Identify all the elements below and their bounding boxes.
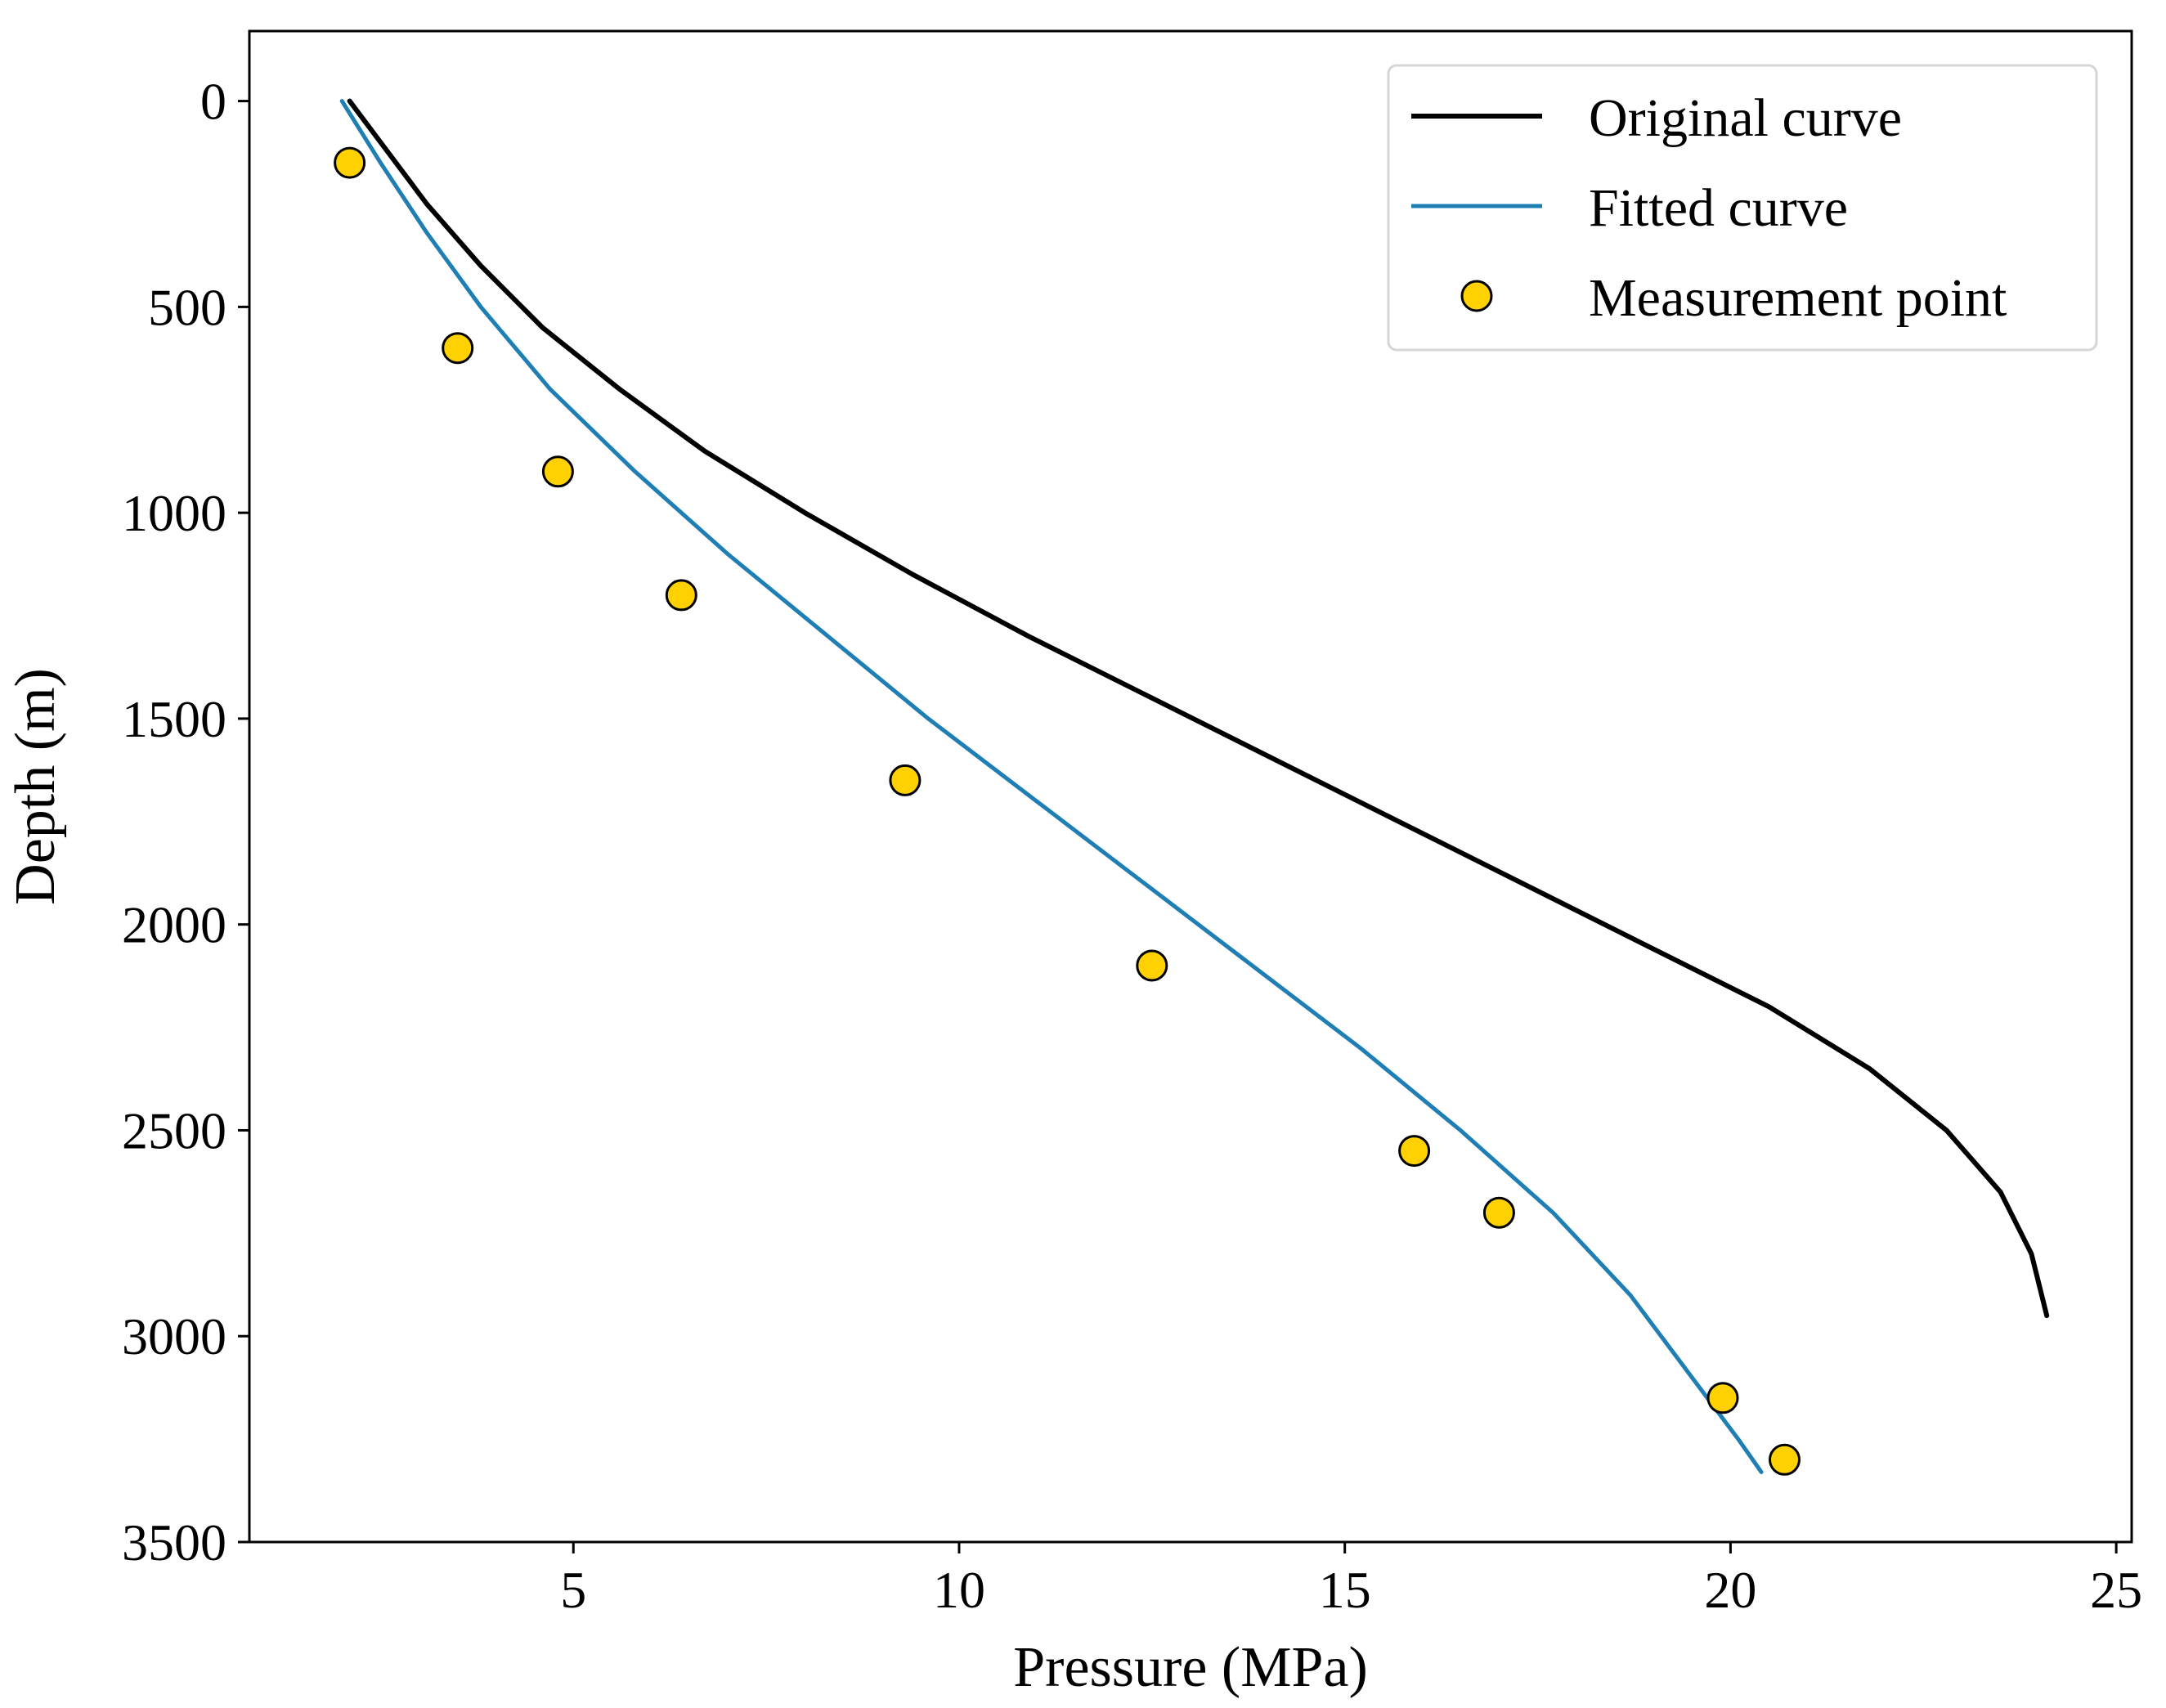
series-line-0 — [347, 98, 2050, 1319]
plot-frame — [248, 29, 2133, 1544]
legend-box — [1387, 64, 2098, 352]
measurement-point — [1136, 949, 1168, 982]
x-axis-label: Pressure (MPa) — [1013, 1636, 1368, 1699]
measurement-point — [665, 579, 697, 612]
y-tick-label: 3500 — [122, 1513, 226, 1571]
legend-label: Fitted curve — [1589, 178, 1848, 238]
series-line-1 — [339, 99, 1764, 1474]
y-tick-label: 2500 — [122, 1101, 226, 1159]
x-tick-label: 5 — [560, 1561, 586, 1619]
y-tick-label: 1500 — [122, 690, 226, 748]
y-tick-label: 1000 — [122, 484, 226, 542]
measurement-point — [889, 764, 922, 796]
measurement-point — [334, 146, 366, 179]
y-tick-label: 0 — [200, 73, 226, 131]
x-tick-label: 10 — [933, 1561, 985, 1619]
measurement-point — [1769, 1443, 1801, 1476]
measurement-point — [541, 455, 574, 488]
axis-ticks: 5 10 15 20 25 0 500 1000 1500 2000 2500 3000 3500 — [122, 73, 2142, 1619]
y-tick-label: 3000 — [122, 1307, 226, 1365]
y-tick-label: 2000 — [122, 896, 226, 954]
y-tick-label: 500 — [148, 278, 226, 336]
y-axis-label: Depth (m) — [4, 668, 67, 905]
x-tick-label: 15 — [1319, 1561, 1371, 1619]
legend-point-swatch — [1460, 280, 1493, 312]
measurement-point — [442, 332, 474, 365]
measurement-point — [1482, 1196, 1515, 1229]
plot-marks — [334, 98, 2050, 1476]
legend-label: Original curve — [1589, 88, 1902, 148]
legend-label: Measurement point — [1589, 268, 2007, 328]
measurement-point — [1706, 1382, 1739, 1414]
legend: Original curve Fitted curve Measurement po… — [1387, 64, 2098, 352]
measurement-point — [1398, 1135, 1431, 1168]
x-tick-label: 20 — [1704, 1561, 1756, 1619]
x-tick-label: 25 — [2090, 1561, 2142, 1619]
